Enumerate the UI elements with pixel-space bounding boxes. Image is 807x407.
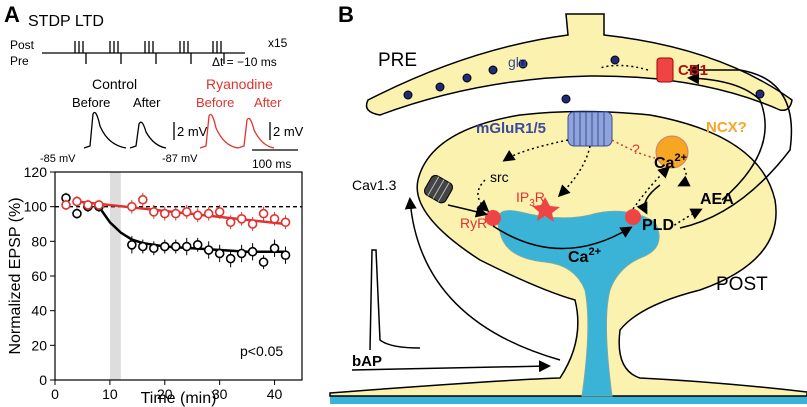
shaded-region	[109, 172, 121, 380]
epsp-traces	[83, 111, 298, 151]
calcium-main: Ca	[654, 155, 675, 172]
cb1-label: CB1	[678, 62, 708, 79]
data-point	[72, 196, 82, 207]
data-point	[94, 200, 104, 210]
y-tick-label: 40	[31, 303, 47, 319]
vm-label: -85 mV	[40, 153, 76, 165]
data-point	[225, 217, 236, 228]
y-tick-label: 120	[24, 164, 48, 180]
data-point	[170, 208, 181, 219]
data-point	[203, 208, 214, 219]
data-point	[269, 214, 280, 224]
pre-label: Pre	[10, 54, 29, 68]
data-point	[127, 240, 137, 250]
synapse-drawing	[329, 13, 807, 404]
after-label: After	[133, 95, 161, 110]
data-point	[181, 241, 192, 252]
time-scale-label: 100 ms	[252, 157, 291, 171]
ryr-label: RyR	[460, 215, 487, 231]
post-label: Post	[10, 38, 35, 52]
epsp-chart: 0 20 40 60 80 100 120 0 10 20 30 40 Time (min) Normal…	[7, 164, 303, 407]
data-point	[72, 208, 82, 219]
before-label: Before	[72, 95, 110, 110]
y-axis-label: Normalized EPSP (%)	[7, 197, 24, 354]
ip3r-sub: 3	[529, 198, 535, 209]
data-point	[138, 241, 148, 252]
before-label: Before	[196, 95, 234, 110]
protocol-drawing	[42, 41, 245, 64]
x-tick-label: 30	[212, 386, 228, 402]
question-label: ?	[632, 141, 640, 157]
delta-t-label: Δt = −10 ms	[212, 55, 277, 69]
glu-label: glu	[508, 54, 527, 70]
data-point	[203, 245, 214, 255]
data-point	[269, 243, 280, 254]
pld-label: PLD	[642, 217, 674, 234]
mglur-label: mGluR1/5	[476, 120, 546, 137]
data-point	[214, 207, 225, 217]
protocol-title: STDP LTD	[28, 13, 104, 30]
data-point	[236, 248, 247, 259]
panel-label: A	[4, 2, 20, 27]
data-point	[192, 240, 203, 250]
data-point	[83, 200, 93, 210]
y-tick-label: 100	[24, 199, 48, 215]
data-point	[149, 207, 159, 217]
data-point	[159, 241, 170, 252]
control-label: Control	[92, 76, 137, 92]
aea-label: AEA	[700, 191, 734, 208]
calcium-main: Ca	[568, 249, 589, 266]
y-tick-label: 0	[39, 372, 47, 388]
x-axis-label: Time (min)	[141, 390, 217, 407]
pre-label: PRE	[378, 50, 417, 71]
calcium-sup: 2+	[674, 152, 687, 164]
post-label: POST	[716, 274, 768, 295]
calcium-sup: 2+	[588, 246, 601, 258]
data-point	[258, 257, 269, 267]
scale-label: 2 mV	[177, 124, 208, 139]
after-label: After	[254, 95, 282, 110]
cav-label: Cav1.3	[352, 177, 397, 193]
ryanodine-label: Ryanodine	[206, 76, 273, 92]
x-tick-label: 10	[102, 386, 118, 402]
calcium-label: Ca2+	[568, 246, 601, 266]
data-point	[236, 214, 247, 224]
x-tick-label: 20	[157, 386, 173, 402]
src-label: src	[490, 169, 509, 185]
data-point	[61, 200, 71, 210]
x-tick-label: 0	[51, 386, 59, 402]
ncx-label: NCX?	[706, 119, 747, 136]
y-tick-label: 80	[31, 233, 47, 249]
data-point	[138, 194, 148, 205]
data-point	[258, 208, 269, 219]
repeat-label: x15	[268, 36, 288, 50]
x-tick-label: 40	[267, 386, 283, 402]
data-point	[280, 250, 291, 260]
data-point	[214, 248, 225, 259]
data-point	[181, 207, 192, 217]
data-point	[170, 241, 181, 252]
y-tick-label: 60	[31, 268, 47, 284]
bap-label: bAP	[352, 353, 382, 370]
data-point	[127, 201, 137, 212]
ip3r-label: IP3R	[516, 189, 545, 209]
scale-label: 2 mV	[273, 124, 304, 139]
data-point	[225, 253, 236, 264]
calcium-label: Ca2+	[654, 152, 687, 172]
vm-label: -87 mV	[162, 153, 198, 165]
ip3r-end: R	[535, 189, 545, 205]
data-point	[159, 208, 170, 219]
y-tick-label: 20	[31, 337, 47, 353]
data-point	[149, 243, 159, 254]
data-point	[280, 217, 291, 228]
data-point	[192, 210, 203, 221]
annotation: p<0.05	[240, 343, 283, 359]
data-point	[247, 246, 258, 257]
ip3r-main: IP	[516, 189, 529, 205]
panel-label: B	[338, 2, 354, 27]
data-point	[247, 219, 258, 229]
